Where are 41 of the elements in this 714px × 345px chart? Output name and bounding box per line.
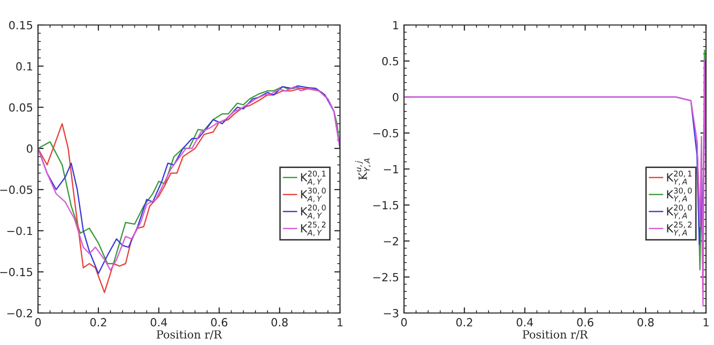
- legend-label: K$^{20,1}$$_{A,Y}$: [301, 170, 326, 186]
- y-tick-label: 0.05: [9, 103, 32, 112]
- y-tick-label: 0.5: [382, 56, 398, 66]
- y-tick-label: 0.15: [9, 20, 32, 30]
- y-tick-label: −0.15: [0, 268, 32, 276]
- y-tick-label: −0.2: [7, 308, 32, 318]
- x-tick-label: 0.4: [150, 318, 168, 326]
- y-tick-label: −1.5: [373, 201, 398, 210]
- y-tick-label: 0: [26, 144, 32, 153]
- y-tick-label: −1: [384, 165, 398, 174]
- x-tick-label: 0.8: [638, 318, 654, 326]
- x-tick-label: 0: [35, 318, 41, 326]
- x-tick-label: 0.2: [90, 318, 106, 326]
- y-tick-label: −0.5: [373, 128, 398, 138]
- legend-label: K$^{30,0}$$_{Y,A}$: [667, 188, 692, 202]
- y-tick-label: −2.5: [373, 272, 398, 282]
- y-tick-label: −0.05: [0, 186, 32, 194]
- y-tick-label: −2: [384, 236, 398, 246]
- y-tick-label: 1: [393, 21, 398, 30]
- y-tick-label: −3: [384, 308, 398, 318]
- x-tick-label: 0: [401, 318, 407, 326]
- legend-label: K$^{20,0}$$_{Y,A}$: [667, 204, 692, 220]
- x-tick-label: 0.2: [456, 318, 472, 326]
- legend-label: K$^{20,0}$$_{A,Y}$: [301, 204, 326, 220]
- legend-label: K$^{25,2}$$_{Y,A}$: [667, 222, 692, 236]
- x-axis-title: Position r/R: [156, 330, 222, 340]
- y-tick-label: 0.1: [16, 62, 32, 71]
- legend-label: K$^{20,1}$$_{Y,A}$: [667, 170, 692, 186]
- x-axis-title: Position r/R: [522, 330, 588, 340]
- x-tick-label: 1: [704, 318, 709, 326]
- legend-label: K$^{25,2}$$_{A,Y}$: [301, 222, 326, 236]
- y-tick-label: 0: [392, 92, 398, 102]
- x-tick-label: 0.6: [211, 318, 228, 326]
- legend-label: K$^{30,0}$$_{A,Y}$: [301, 188, 326, 202]
- x-tick-label: 0.8: [272, 318, 288, 326]
- y-axis-title: K$^{u,j}$$_{Y,A}$: [355, 158, 371, 180]
- line-series: [404, 60, 706, 306]
- x-tick-label: 0.6: [577, 318, 594, 326]
- x-tick-label: 1: [338, 318, 343, 326]
- y-tick-label: −0.1: [7, 226, 32, 236]
- x-tick-label: 0.4: [516, 318, 534, 326]
